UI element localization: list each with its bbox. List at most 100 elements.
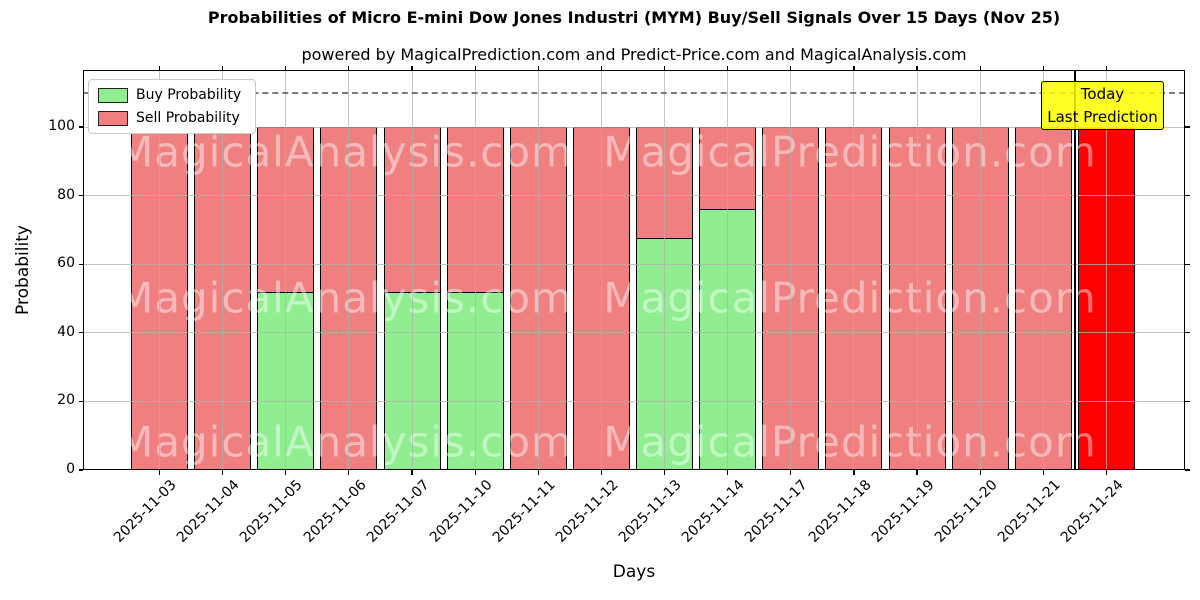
ytick-right-60 [1185,263,1190,265]
ytick-label-60: 60 [57,255,75,272]
xtick-top-2025-11-12 [600,65,603,70]
hgridline-100 [83,126,1185,128]
xtick-bottom-2025-11-19 [916,470,918,475]
ytick-right-20 [1185,400,1190,402]
xtick-bottom-2025-11-17 [790,470,792,475]
ytick-label-80: 80 [57,186,75,203]
vgridline-2025-11-19 [916,70,918,470]
ytick-label-40: 40 [57,323,75,340]
ytick-right-40 [1185,332,1190,334]
xtick-label-2025-11-04: 2025-11-04 [174,477,243,546]
vgridline-2025-11-21 [1042,70,1044,470]
xtick-top-2025-11-17 [790,65,792,70]
xtick-top-2025-11-07 [411,65,413,70]
xtick-bottom-2025-11-06 [348,470,350,475]
ytick-right-100 [1185,126,1190,128]
vgridline-2025-11-04 [222,70,224,470]
xtick-label-2025-11-10: 2025-11-10 [426,477,496,546]
ytick-left-20 [78,400,83,402]
xtick-label-2025-11-03: 2025-11-03 [110,477,180,546]
legend-item-buy: Buy Probability [98,87,241,103]
sell-swatch-icon [98,110,128,126]
ytick-label-0: 0 [66,461,75,477]
vgridline-2025-11-05 [285,70,287,470]
ytick-label-100: 100 [48,118,75,134]
vgridline-2025-11-03 [159,70,160,470]
today-annotation: Today Last Prediction [1041,81,1164,130]
xtick-top-2025-11-13 [663,65,666,70]
today-separator-line [1073,70,1076,470]
xtick-bottom-2025-11-21 [1042,470,1044,475]
xtick-top-2025-11-18 [853,65,855,70]
xtick-top-2025-11-10 [474,65,476,70]
vgridline-2025-11-07 [411,70,413,470]
hgridline-20 [83,400,1185,402]
xtick-bottom-2025-11-03 [158,470,161,475]
xtick-bottom-2025-11-12 [600,470,603,475]
vgridline-2025-11-20 [979,70,981,470]
xtick-label-2025-11-21: 2025-11-21 [994,477,1064,546]
today-annotation-line1: Today [1080,85,1125,103]
hgridline-40 [83,332,1185,334]
vgridline-2025-11-18 [853,70,855,470]
hgridline-80 [83,195,1185,197]
xtick-top-2025-11-21 [1042,65,1044,70]
ytick-right-0 [1185,469,1190,471]
legend-label-sell: Sell Probability [136,110,240,126]
xtick-bottom-2025-11-04 [222,470,224,475]
xtick-top-2025-11-14 [727,65,729,70]
xtick-label-2025-11-24: 2025-11-24 [1057,477,1127,546]
xtick-top-2025-11-20 [979,65,981,70]
xtick-top-2025-11-19 [916,65,918,70]
xtick-label-2025-11-17: 2025-11-17 [742,477,812,546]
threshold-dashed-line [83,91,1185,94]
xtick-bottom-2025-11-10 [474,470,476,475]
today-annotation-line2: Last Prediction [1047,108,1158,126]
chart-title: Probabilities of Micro E-mini Dow Jones … [207,8,1061,27]
legend-label-buy: Buy Probability [136,87,242,103]
vgridline-2025-11-06 [348,70,350,470]
ytick-left-80 [78,195,83,197]
vgridline-2025-11-24 [1105,70,1107,470]
xtick-label-2025-11-20: 2025-11-20 [931,477,1001,546]
xtick-top-2025-11-05 [285,65,287,70]
vgridline-2025-11-12 [600,70,602,470]
ytick-left-100 [78,126,83,128]
xtick-top-2025-11-03 [158,65,161,70]
legend: Buy Probability Sell Probability [88,79,257,134]
x-axis-title: Days [612,562,656,582]
xtick-bottom-2025-11-18 [853,470,855,475]
xtick-top-2025-11-04 [222,65,224,70]
xtick-bottom-2025-11-24 [1105,470,1108,475]
xtick-label-2025-11-14: 2025-11-14 [679,477,749,546]
xtick-bottom-2025-11-07 [411,470,413,475]
xtick-top-2025-11-24 [1105,65,1108,70]
xtick-label-2025-11-18: 2025-11-18 [805,477,875,546]
xtick-top-2025-11-11 [537,65,539,70]
hgridline-60 [83,263,1185,265]
y-axis-title: Probability [13,225,33,315]
xtick-bottom-2025-11-13 [663,470,666,475]
xtick-label-2025-11-13: 2025-11-13 [616,477,685,546]
plot-area: MagicalAnalysis.com MagicalPrediction.com… [83,70,1185,470]
ytick-left-0 [78,469,83,471]
xtick-label-2025-11-19: 2025-11-19 [868,477,938,546]
xtick-bottom-2025-11-20 [979,470,981,475]
legend-item-sell: Sell Probability [98,110,241,126]
ytick-right-80 [1185,195,1190,197]
vgridline-2025-11-10 [474,70,476,470]
vgridline-2025-11-17 [790,70,792,470]
ytick-left-40 [78,332,83,334]
chart-subtitle: powered by MagicalPrediction.com and Pre… [301,45,967,64]
ytick-label-20: 20 [57,392,75,409]
vgridline-2025-11-14 [727,70,729,470]
xtick-label-2025-11-07: 2025-11-07 [363,477,433,546]
xtick-bottom-2025-11-14 [727,470,729,475]
xtick-label-2025-11-11: 2025-11-11 [489,477,559,546]
xtick-bottom-2025-11-11 [537,470,539,475]
xtick-bottom-2025-11-05 [285,470,287,475]
buy-swatch-icon [98,87,128,103]
ytick-left-60 [78,263,83,265]
vgridline-2025-11-13 [664,70,666,470]
